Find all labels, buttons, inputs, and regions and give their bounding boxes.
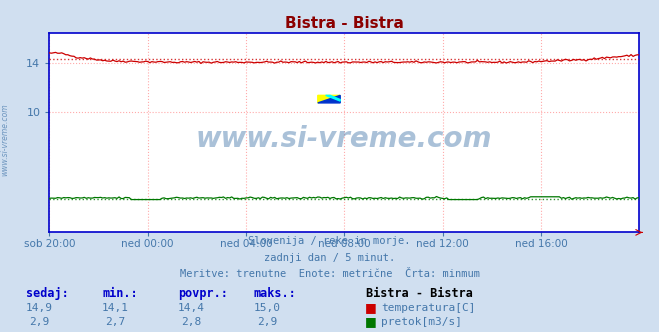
Text: povpr.:: povpr.: (178, 287, 228, 300)
Text: 14,4: 14,4 (178, 303, 204, 313)
Text: 2,8: 2,8 (181, 317, 201, 327)
Text: 15,0: 15,0 (254, 303, 280, 313)
Text: Meritve: trenutne  Enote: metrične  Črta: minmum: Meritve: trenutne Enote: metrične Črta: … (179, 269, 480, 279)
Text: zadnji dan / 5 minut.: zadnji dan / 5 minut. (264, 253, 395, 263)
Text: ■: ■ (364, 315, 376, 328)
Text: Bistra - Bistra: Bistra - Bistra (366, 287, 473, 300)
Text: 2,7: 2,7 (105, 317, 125, 327)
Text: pretok[m3/s]: pretok[m3/s] (381, 317, 462, 327)
Title: Bistra - Bistra: Bistra - Bistra (285, 16, 404, 31)
Text: min.:: min.: (102, 287, 138, 300)
Text: temperatura[C]: temperatura[C] (381, 303, 475, 313)
Text: sedaj:: sedaj: (26, 287, 69, 300)
Text: 14,9: 14,9 (26, 303, 53, 313)
Text: 14,1: 14,1 (102, 303, 129, 313)
Text: 2,9: 2,9 (30, 317, 49, 327)
Text: ■: ■ (364, 301, 376, 314)
Text: www.si-vreme.com: www.si-vreme.com (1, 103, 10, 176)
Text: www.si-vreme.com: www.si-vreme.com (196, 125, 492, 153)
Polygon shape (326, 95, 340, 101)
Polygon shape (318, 95, 340, 103)
Text: Slovenija / reke in morje.: Slovenija / reke in morje. (248, 236, 411, 246)
Text: maks.:: maks.: (254, 287, 297, 300)
Polygon shape (318, 95, 340, 103)
Text: 2,9: 2,9 (257, 317, 277, 327)
